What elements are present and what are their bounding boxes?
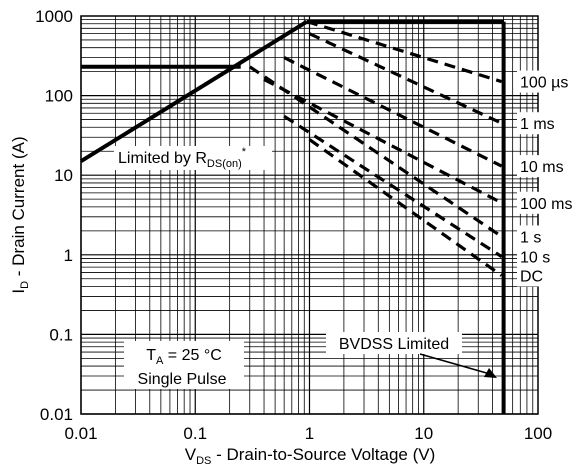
plot-frame [80,15,539,415]
curve-label: 1 s [520,229,541,246]
tick-labels: 0.01 0.1 1 10 100 1000 100 10 1 0.1 0.01 [35,7,552,443]
conditions-bg [124,341,244,389]
curves [79,19,506,414]
bvdss-arrow-line [419,353,491,375]
curve-label-bg [517,191,574,214]
y-axis-title: ID - Drain Current (A) [9,136,31,293]
rds-label-bg [114,146,272,170]
curve-label-bg [517,70,574,93]
curve-label-bg [517,112,555,135]
x-tick-label: 100 [524,424,552,443]
x-tick-label: 1 [305,424,314,443]
pulse-curve-2 [308,32,503,125]
y-tick-label: 10 [54,166,73,185]
y-tick-label: 1000 [35,7,73,26]
pulse-curve-4 [263,77,503,205]
x-tick-label: 10 [414,424,433,443]
y-tick-label: 100 [45,87,73,106]
curve-label: 1 ms [520,116,555,133]
rds-on-limit-line [79,19,309,163]
pulse-curve-1 [306,20,503,84]
curve-label: 10 s [520,250,550,267]
curve-label-bg [517,245,555,268]
pulse-curve-5 [248,65,503,238]
pulse-curve-3 [283,56,503,168]
curve-label: 100 µs [520,75,568,92]
temperature-label: TA = 25 °C [146,347,222,367]
bvdss-label: BVDSS Limited [339,336,449,353]
bvdss-arrow-head [484,368,497,378]
curve-label-bg [517,155,565,178]
curve-label: 100 ms [520,196,572,213]
curve-label-bg [517,225,547,248]
y-tick-label: 0.01 [40,405,73,424]
x-tick-label: 0.1 [183,424,207,443]
y-tick-label: 0.1 [49,325,73,344]
y-tick-label: 1 [64,246,73,265]
x-axis-title: VDS - Drain-to-Source Voltage (V) [185,445,436,466]
single-pulse-label: Single Pulse [138,371,227,388]
x-tick-label: 0.01 [64,424,97,443]
pulse-curve-6 [283,114,503,258]
curve-label: DC [520,268,543,285]
curve-label: 10 ms [520,159,564,176]
pulse-curve-7 [308,138,503,277]
bvdss-label-bg [326,332,462,354]
rds-limit-label: Limited by RDS(on)* [118,146,247,170]
curve-label-bg [517,264,547,287]
curve-labels: 100 µs 1 ms 10 ms 100 ms 1 s 10 sDC [517,70,574,287]
